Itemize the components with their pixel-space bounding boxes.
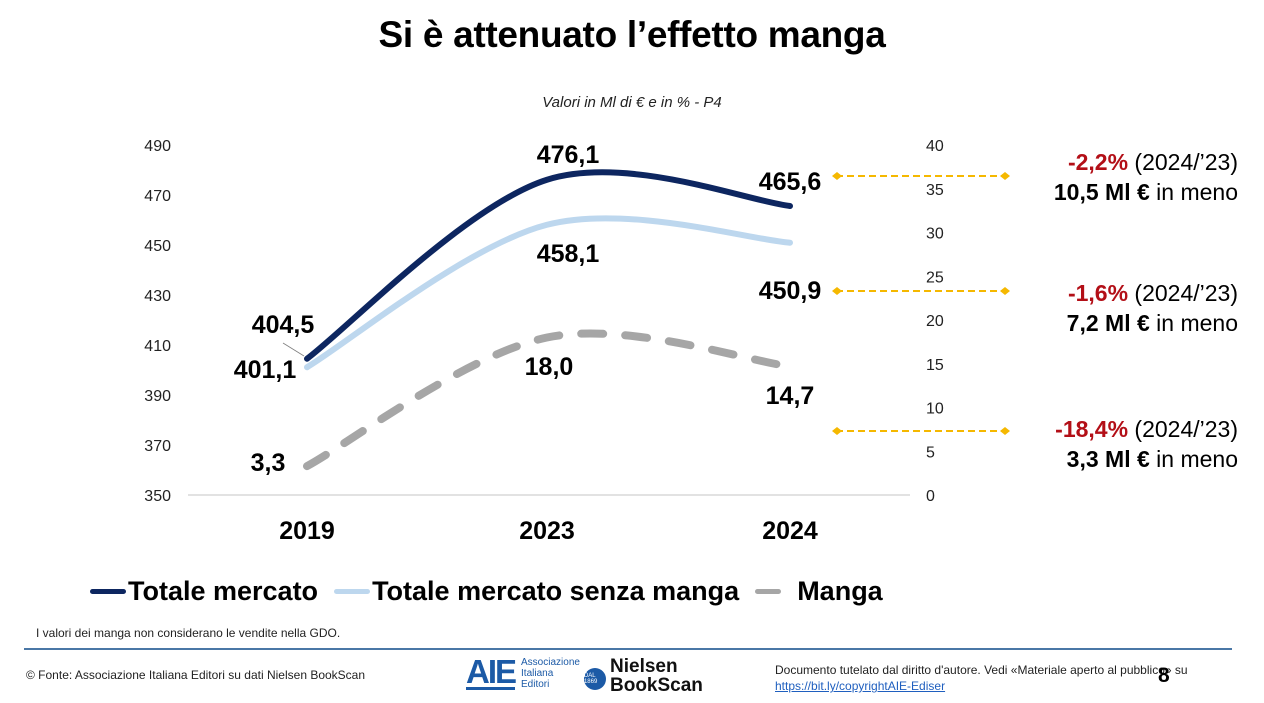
y-left-tick-label: 430 <box>144 288 171 305</box>
legend-swatch <box>755 589 782 594</box>
data-label: 465,6 <box>759 168 822 196</box>
series-line-manga <box>303 329 794 471</box>
annotation-suffix: in meno <box>1149 446 1238 472</box>
line-chart: 350 370 390 410 430 450 470 490 0 5 10 15 20 25 30 35 4… <box>144 138 1010 545</box>
arrow-head-icon <box>832 287 842 295</box>
aie-logo: AIE Associazione Italiana Editori DAL 18… <box>466 653 606 690</box>
y-right-tick-label: 25 <box>926 269 944 286</box>
nielsen-logo-line: BookScan <box>610 675 703 696</box>
nielsen-bookscan-logo: Nielsen BookScan <box>610 657 703 695</box>
legend-swatch <box>334 589 371 594</box>
legend-label: Totale mercato senza manga <box>372 576 740 606</box>
aie-logo-mark: AIE <box>466 653 517 690</box>
data-label: 404,5 <box>252 311 315 339</box>
annotation-amount: 7,2 Ml € <box>1066 310 1150 336</box>
copyright-link[interactable]: https://bit.ly/copyrightAIE-Ediser <box>775 679 946 693</box>
legend-item-senza-manga: Totale mercato senza manga <box>334 576 739 607</box>
y-right-tick-label: 15 <box>926 357 944 374</box>
annotation-manga: -18,4% (2024/’23) 3,3 Ml € in meno <box>1055 414 1238 474</box>
annotation-arrows <box>832 172 1010 435</box>
chart-legend: Totale mercato Totale mercato senza mang… <box>90 576 899 607</box>
aie-seal-icon: DAL 1869 <box>583 667 606 690</box>
arrow-tail-icon <box>1000 427 1010 435</box>
series-line-totale-mercato <box>304 169 793 362</box>
annotation-suffix: in meno <box>1149 179 1238 205</box>
y-right-tick-label: 40 <box>926 138 944 155</box>
arrow-head-icon <box>832 427 842 435</box>
y-right-tick-label: 0 <box>926 488 935 505</box>
y-right-tick-label: 10 <box>926 401 944 418</box>
x-tick-label: 2023 <box>519 517 575 545</box>
y-left-tick-label: 490 <box>144 138 171 155</box>
data-label: 476,1 <box>537 141 600 169</box>
aie-logo-line: Italiana <box>521 668 554 679</box>
y-right-tick-label: 20 <box>926 313 944 330</box>
y-axis-left: 350 370 390 410 430 450 470 490 <box>144 138 171 505</box>
arrow-tail-icon <box>1000 287 1010 295</box>
data-label: 401,1 <box>234 356 297 384</box>
nielsen-logo-line: Nielsen <box>610 656 678 677</box>
legend-item-totale-mercato: Totale mercato <box>90 576 318 607</box>
aie-logo-line: Associazione <box>521 657 580 668</box>
legend-label: Manga <box>797 576 883 606</box>
data-label: 14,7 <box>766 382 815 410</box>
aie-logo-text: Associazione Italiana Editori <box>521 657 580 690</box>
page-title: Si è attenuato l’effetto manga <box>378 14 886 55</box>
annotation-suffix: in meno <box>1149 310 1238 336</box>
y-left-tick-label: 410 <box>144 338 171 355</box>
annotation-pct: -1,6% <box>1067 280 1129 306</box>
chart-subtitle: Valori in Ml di € e in % - P4 <box>542 94 722 111</box>
copyright-notice: Documento tutelato dal diritto d'autore.… <box>775 662 1264 694</box>
annotation-period: (2024/’23) <box>1128 280 1238 306</box>
y-axis-right: 0 5 10 15 20 25 30 35 40 <box>926 138 944 505</box>
annotation-senza-manga: -1,6% (2024/’23) 7,2 Ml € in meno <box>1067 278 1238 338</box>
legend-label: Totale mercato <box>128 576 319 606</box>
y-left-tick-label: 470 <box>144 188 171 205</box>
annotation-amount: 10,5 Ml € <box>1053 179 1150 205</box>
arrow-tail-icon <box>1000 172 1010 180</box>
data-label: 458,1 <box>537 240 600 268</box>
y-left-tick-label: 370 <box>144 438 171 455</box>
arrow-head-icon <box>832 172 842 180</box>
annotation-period: (2024/’23) <box>1128 149 1238 175</box>
y-left-tick-label: 450 <box>144 238 171 255</box>
source-text: © Fonte: Associazione Italiana Editori s… <box>26 668 366 682</box>
y-left-tick-label: 390 <box>144 388 171 405</box>
x-axis: 2019 2023 2024 <box>279 517 818 545</box>
annotation-pct: -2,2% <box>1067 149 1129 175</box>
footnote: I valori dei manga non considerano le ve… <box>36 626 341 640</box>
annotation-totale-mercato: -2,2% (2024/’23) 10,5 Ml € in meno <box>1054 147 1238 207</box>
legend-swatch <box>90 589 126 594</box>
data-label: 18,0 <box>525 353 574 381</box>
aie-logo-line: Editori <box>521 679 550 690</box>
y-right-tick-label: 30 <box>926 226 944 243</box>
page-number: 8 <box>1158 664 1170 687</box>
annotation-amount: 3,3 Ml € <box>1066 446 1150 472</box>
annotation-pct: -18,4% <box>1055 416 1129 442</box>
data-labels: 404,5 476,1 465,6 401,1 458,1 450,9 3,3 18,0 14,… <box>234 141 822 477</box>
leader-line <box>282 342 305 357</box>
series-line-totale-mercato-senza-manga <box>304 215 793 371</box>
footer-divider <box>24 648 1232 650</box>
data-label: 3,3 <box>251 449 286 477</box>
copyright-text: Documento tutelato dal diritto d'autore.… <box>775 663 1188 677</box>
legend-item-manga: Manga <box>755 576 883 607</box>
x-tick-label: 2024 <box>762 517 818 545</box>
x-tick-label: 2019 <box>279 517 335 545</box>
series-group <box>303 169 794 471</box>
y-right-tick-label: 5 <box>926 444 935 461</box>
y-right-tick-label: 35 <box>926 182 944 199</box>
y-left-tick-label: 350 <box>144 488 171 505</box>
data-label: 450,9 <box>759 277 822 305</box>
annotation-period: (2024/’23) <box>1128 416 1238 442</box>
